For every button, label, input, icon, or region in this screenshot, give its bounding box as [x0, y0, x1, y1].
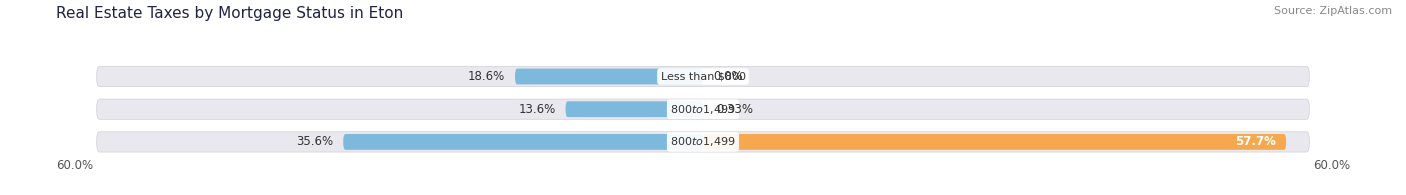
- Text: 0.0%: 0.0%: [713, 70, 742, 83]
- Text: Real Estate Taxes by Mortgage Status in Eton: Real Estate Taxes by Mortgage Status in …: [56, 6, 404, 21]
- Text: 13.6%: 13.6%: [519, 103, 555, 116]
- Text: 35.6%: 35.6%: [297, 135, 333, 148]
- Text: 0.33%: 0.33%: [717, 103, 754, 116]
- FancyBboxPatch shape: [703, 101, 706, 117]
- FancyBboxPatch shape: [703, 134, 1286, 150]
- Text: $800 to $1,499: $800 to $1,499: [671, 135, 735, 148]
- Text: $800 to $1,499: $800 to $1,499: [671, 103, 735, 116]
- FancyBboxPatch shape: [515, 69, 703, 84]
- Text: Less than $800: Less than $800: [661, 72, 745, 82]
- Text: 60.0%: 60.0%: [1313, 159, 1350, 172]
- Text: Source: ZipAtlas.com: Source: ZipAtlas.com: [1274, 6, 1392, 16]
- FancyBboxPatch shape: [565, 101, 703, 117]
- Text: 57.7%: 57.7%: [1234, 135, 1277, 148]
- FancyBboxPatch shape: [97, 66, 1309, 87]
- Text: 18.6%: 18.6%: [468, 70, 505, 83]
- FancyBboxPatch shape: [343, 134, 703, 150]
- FancyBboxPatch shape: [97, 99, 1309, 119]
- Text: 60.0%: 60.0%: [56, 159, 93, 172]
- FancyBboxPatch shape: [97, 132, 1309, 152]
